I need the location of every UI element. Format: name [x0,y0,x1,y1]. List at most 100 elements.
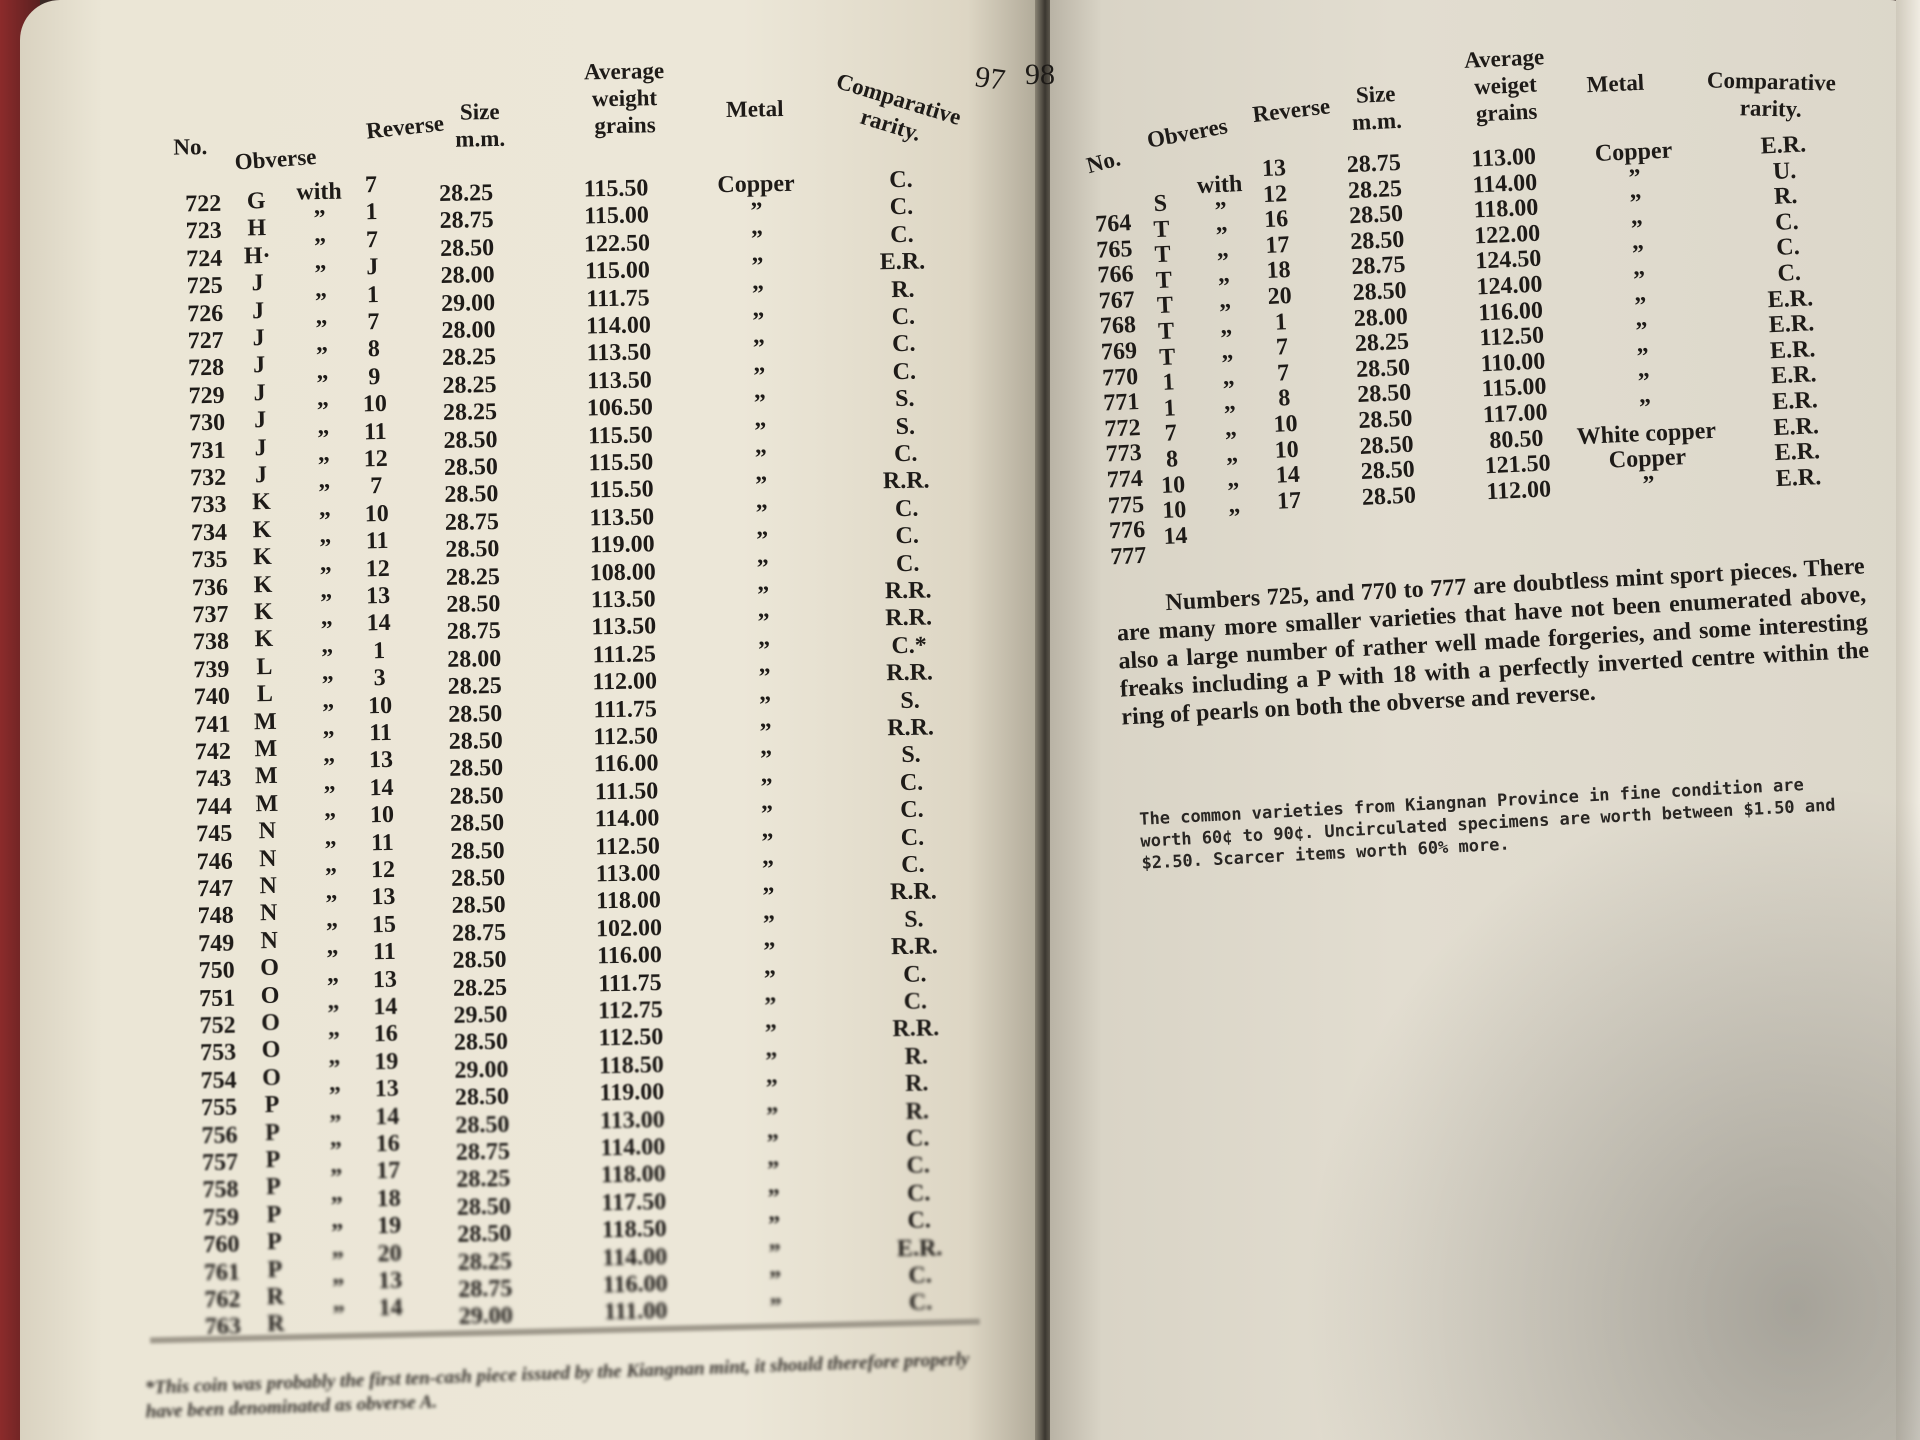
cell-with: ” [1228,504,1242,531]
cell-rarity: C. [899,769,924,796]
right-coin-table: No. Obveres Reverse Size m.m. Average weiget… [0,0,1920,623]
cell-number: 757 [201,1149,239,1177]
cell-number: 775 [1107,491,1145,520]
cell-metal: ” [767,1157,780,1184]
cell-number: 776 [1108,516,1146,545]
cell-weight: 114.00 [594,805,660,833]
cell-rarity: R.R. [886,714,935,742]
cell-reverse: 10 [369,802,395,829]
cell-weight: 118.00 [595,887,662,915]
cell-obverse: 1 [1163,395,1177,422]
cell-obverse: O [261,1064,282,1092]
cell-number: 738 [192,629,230,656]
cell-with: ” [321,672,334,699]
cell-obverse: O [261,1009,281,1037]
cell-metal: ” [761,856,775,883]
cell-rarity: R. [905,1098,930,1125]
cell-metal: ” [767,1212,781,1239]
cell-size: 28.25 [452,974,508,1002]
cell-obverse: T [1158,343,1176,371]
cell-weight: 112.00 [1485,476,1552,506]
cell-weight: 118.00 [600,1161,666,1189]
cell-metal: ” [759,746,773,773]
cell-number: 758 [202,1177,239,1204]
cell-number: 765 [1095,235,1133,264]
cell-reverse: 3 [373,665,386,692]
cell-reverse: 11 [368,719,393,747]
cell-obverse: N [259,900,278,927]
cell-reverse: 19 [374,1048,399,1076]
cell-reverse: 17 [1276,487,1302,515]
cell-obverse: P [264,1119,281,1146]
cell-size: 28.25 [447,673,502,701]
cell-size: 28.50 [448,727,503,755]
cell-obverse: P [266,1229,282,1256]
cell-rarity: C. [908,1262,933,1289]
cell-number: 764 [1094,210,1132,238]
cell-metal: ” [768,1239,781,1266]
cell-size: 28.50 [448,755,504,783]
cell-with: ” [323,809,337,836]
cell-obverse: K [254,626,274,653]
cell-reverse: 19 [376,1212,402,1240]
cell-obverse: T [1155,267,1173,294]
cell-size: 28.50 [457,1221,512,1249]
cell-weight: 113.00 [595,860,661,888]
cell-with: ” [325,891,338,918]
cell-rarity: C. [900,796,924,824]
cell-weight: 117.50 [601,1188,667,1217]
cell-number: 772 [1103,414,1142,443]
cell-with: ” [331,1220,344,1247]
cell-reverse: 10 [1274,436,1300,464]
cell-with: ” [324,863,338,891]
cell-size: 28.50 [448,700,503,728]
cell-with: ” [329,1137,343,1165]
cell-metal: ” [757,609,770,636]
cell-number: 749 [197,930,235,958]
cell-weight: 113.00 [599,1106,665,1134]
cell-reverse: 14 [366,610,391,637]
cell-reverse: 17 [1264,231,1290,259]
cell-rarity: C. [903,988,928,1015]
cell-metal: ” [760,774,773,801]
cell-size: 28.75 [451,919,507,947]
cell-metal: ” [762,911,776,938]
cell-obverse: S [1153,190,1168,218]
cell-number: 770 [1101,363,1139,392]
header-size: Size m.m. [1351,81,1403,135]
cell-reverse: 17 [375,1158,401,1185]
cell-weight: 112.00 [592,668,658,696]
cell-obverse: T [1154,241,1172,269]
cell-metal: ” [757,637,771,664]
cell-obverse: 1 [1161,369,1176,397]
cell-obverse: P [267,1256,283,1283]
cell-reverse: 12 [370,856,396,884]
cell-size: 28.25 [456,1166,511,1194]
cell-number: 777 [1109,542,1147,571]
cell-reverse: 13 [377,1267,403,1295]
cell-obverse: P [266,1201,282,1228]
cell-obverse: M [254,735,278,763]
cell-with: ” [331,1247,344,1274]
cell-number: 773 [1105,440,1143,468]
cell-number: 744 [195,793,233,821]
cell-size: 28.50 [1361,482,1417,511]
cell-metal: ” [768,1267,782,1294]
cell-metal: ” [763,938,776,965]
cell-reverse: 14 [378,1295,403,1322]
cell-metal: ” [762,883,775,910]
cell-size: 28.50 [449,782,504,810]
cell-with: ” [327,1028,341,1055]
cell-number: 752 [199,1012,236,1040]
cell-number: 741 [194,711,231,738]
cell-obverse: T [1157,318,1175,345]
cell-with: ” [330,1165,343,1192]
header-rarity: Comparative rarity. [1706,67,1837,122]
page-number-right: 98 [1025,58,1055,91]
cell-with: ” [326,973,340,1000]
cell-rarity: S. [900,687,920,714]
cell-reverse: 11 [370,829,395,856]
cell-obverse: P [265,1174,282,1201]
left-page [20,0,1050,1440]
cell-reverse: 7 [1276,359,1290,387]
